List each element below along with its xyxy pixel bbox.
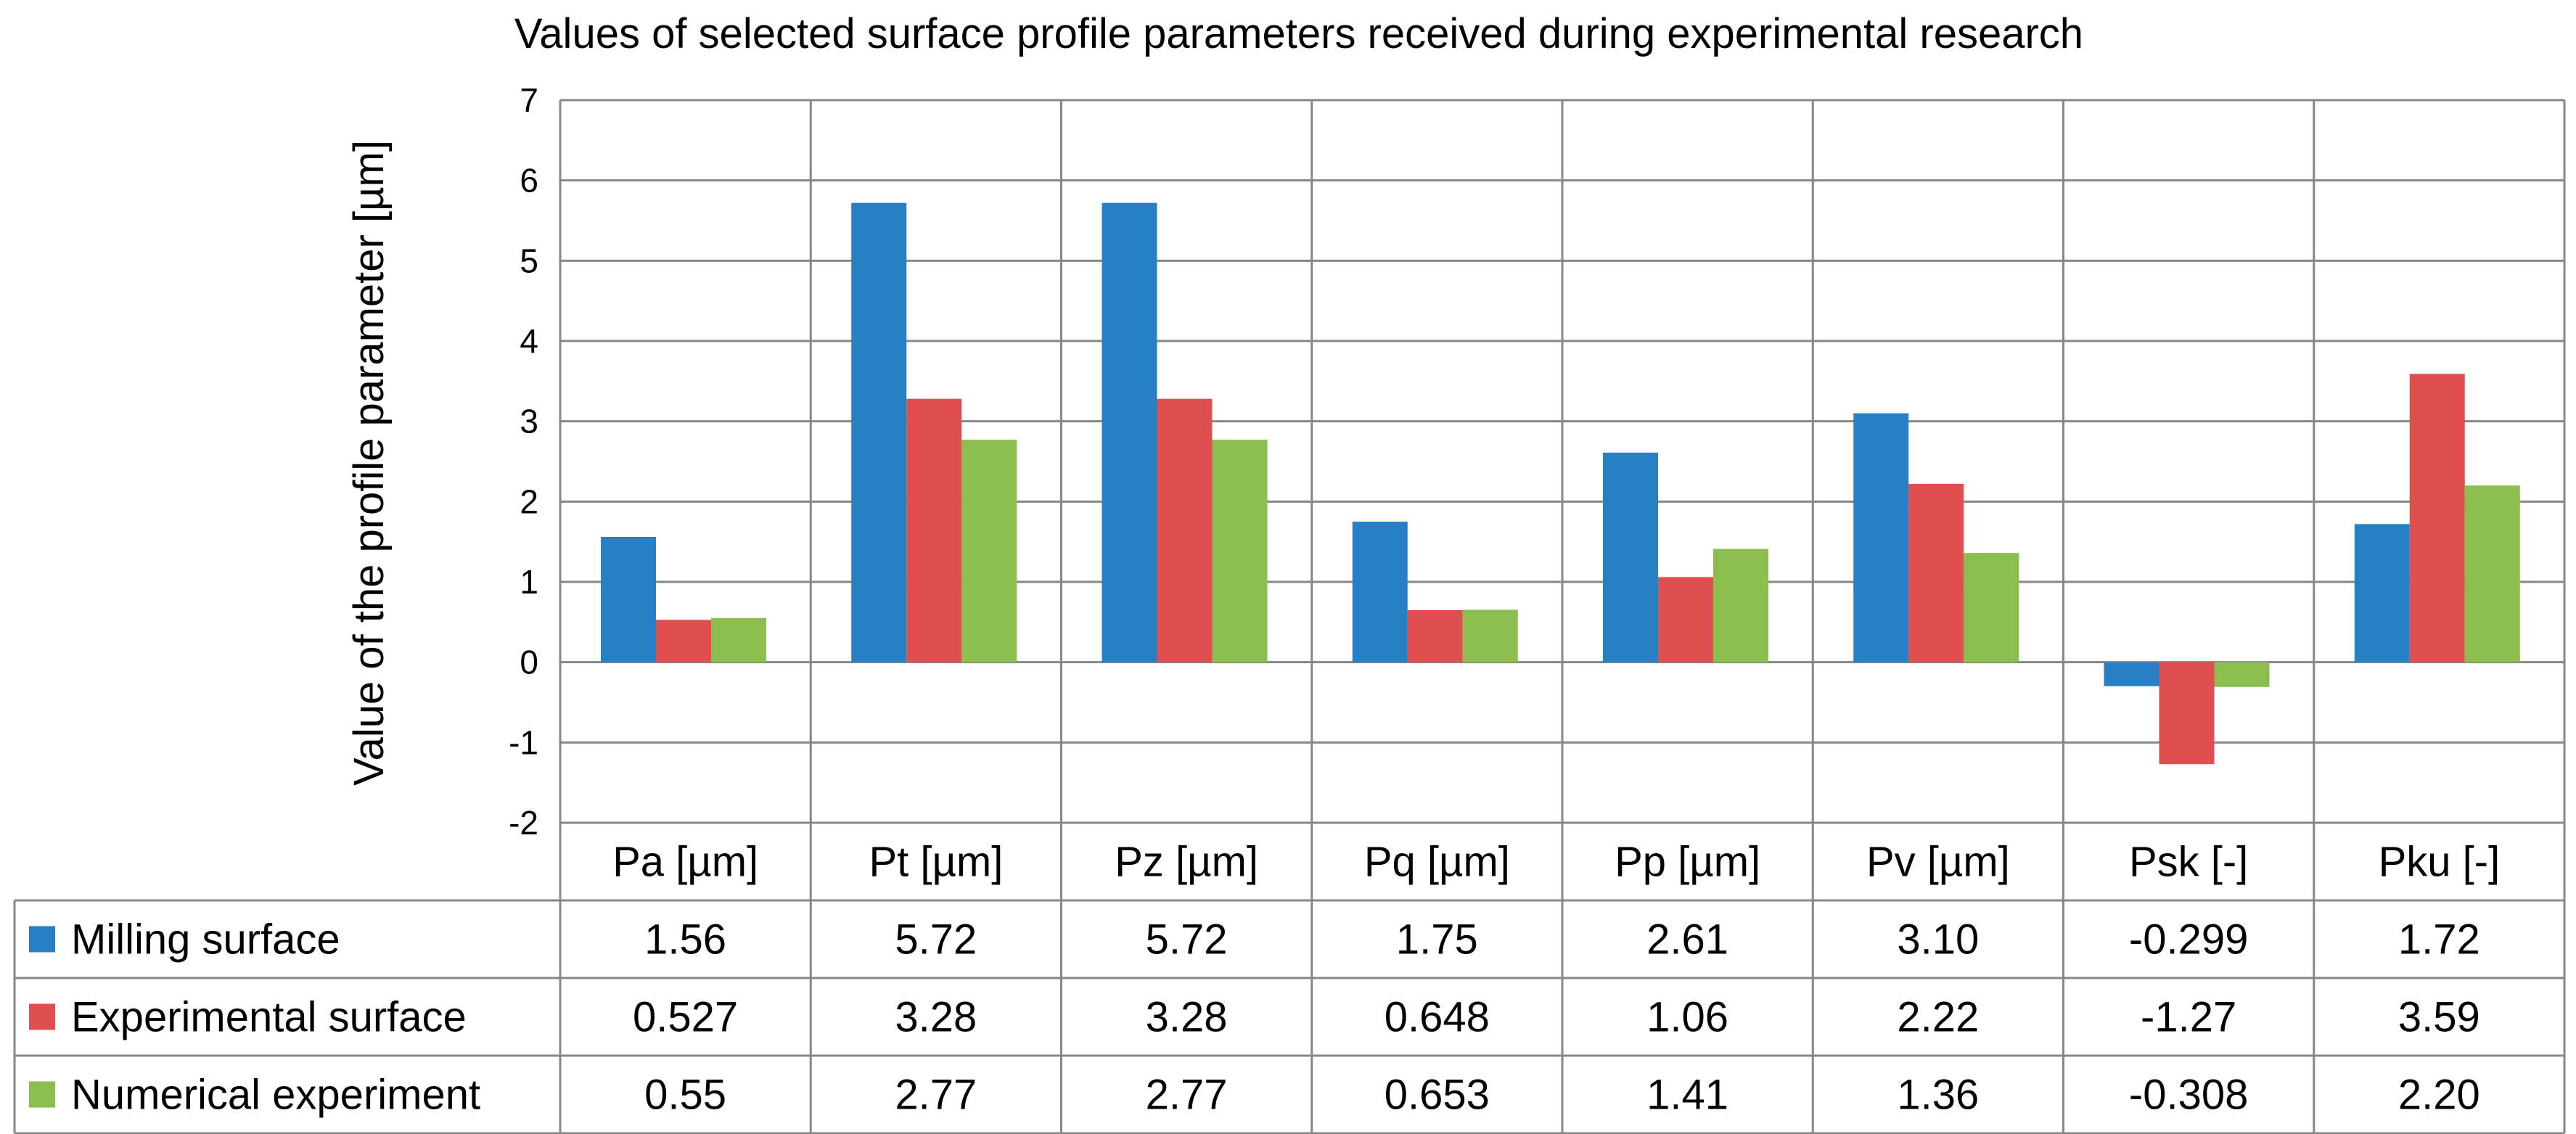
data-label: 3.28	[1146, 994, 1228, 1041]
legend-label: Milling surface	[71, 916, 340, 964]
y-tick-label: -2	[509, 804, 538, 842]
bar	[1462, 609, 1518, 662]
data-label: 0.527	[633, 994, 738, 1041]
data-label: -0.308	[2129, 1072, 2248, 1119]
y-axis-ticks: 7 6 5 4 3 2 1 0 -1 -2	[509, 81, 538, 842]
y-tick-label: 4	[520, 322, 538, 360]
bar	[656, 620, 711, 662]
data-label: 0.648	[1385, 994, 1490, 1041]
bar	[2409, 374, 2465, 662]
bar	[961, 440, 1017, 662]
bar	[2214, 662, 2270, 687]
data-label: 0.55	[644, 1072, 726, 1119]
x-category-label: Pa [µm]	[612, 839, 758, 886]
legend-swatch	[29, 1081, 55, 1108]
x-category-label: Pp [µm]	[1615, 839, 1760, 886]
bar	[2104, 662, 2159, 686]
bar	[1853, 413, 1909, 662]
bar	[851, 202, 907, 662]
data-label: 2.20	[2398, 1072, 2480, 1119]
data-label: 2.22	[1897, 994, 1979, 1041]
bar	[1908, 483, 1964, 662]
data-label: 2.77	[895, 1072, 977, 1119]
y-tick-label: 1	[520, 563, 538, 601]
bar	[2464, 485, 2520, 662]
data-label: 5.72	[1146, 916, 1228, 964]
data-label: 0.653	[1385, 1072, 1490, 1119]
data-label: 1.72	[2398, 916, 2480, 964]
bar	[1157, 398, 1213, 662]
y-tick-label: 6	[520, 162, 538, 200]
data-label: -1.27	[2141, 994, 2236, 1041]
bar	[1658, 577, 1713, 662]
bar	[1407, 609, 1463, 662]
legend-label: Experimental surface	[71, 994, 467, 1041]
legend-swatch	[29, 926, 55, 953]
x-category-label: Pku [-]	[2379, 839, 2501, 886]
y-tick-label: 3	[520, 403, 538, 440]
legend-swatch	[29, 1003, 55, 1030]
legend-label: Numerical experiment	[71, 1072, 480, 1119]
data-label: 1.06	[1646, 994, 1728, 1041]
bar	[1352, 522, 1408, 662]
bar	[2354, 524, 2410, 662]
bar	[1964, 553, 2019, 662]
y-tick-label: -1	[509, 723, 538, 761]
data-label: 3.10	[1897, 916, 1979, 964]
y-tick-label: 5	[520, 242, 538, 279]
data-label: -0.299	[2129, 916, 2248, 964]
x-category-label: Pq [µm]	[1364, 839, 1510, 886]
data-label: 2.77	[1146, 1072, 1228, 1119]
data-label: 1.36	[1897, 1072, 1979, 1119]
y-tick-label: 2	[520, 482, 538, 520]
data-label: 5.72	[895, 916, 977, 964]
x-category-label: Pz [µm]	[1115, 839, 1258, 886]
x-category-label: Pt [µm]	[869, 839, 1003, 886]
y-tick-label: 0	[520, 644, 538, 681]
data-label: 1.41	[1646, 1072, 1728, 1119]
bar	[601, 537, 656, 662]
data-table: Pa [µm] Pt [µm] Pz [µm] Pq [µm] Pp [µm] Pv [µ…	[13, 821, 2566, 1134]
data-label: 3.28	[895, 994, 977, 1041]
y-tick-label: 7	[520, 81, 538, 119]
chart-title: Values of selected surface profile param…	[514, 10, 2083, 57]
x-category-label: Psk [-]	[2129, 839, 2248, 886]
bar	[1102, 202, 1157, 662]
bar	[2159, 662, 2215, 765]
data-label: 3.59	[2398, 994, 2480, 1041]
data-label: 1.56	[644, 916, 726, 964]
data-label: 1.75	[1396, 916, 1478, 964]
bar	[1713, 548, 1768, 662]
bar	[711, 617, 766, 662]
bar	[906, 398, 962, 662]
bars	[601, 202, 2520, 765]
bar	[1212, 440, 1268, 662]
y-axis-title: Value of the profile parameter [µm]	[345, 140, 393, 786]
x-category-label: Pv [µm]	[1866, 839, 2010, 886]
data-label: 2.61	[1646, 916, 1728, 964]
bar	[1603, 452, 1658, 662]
